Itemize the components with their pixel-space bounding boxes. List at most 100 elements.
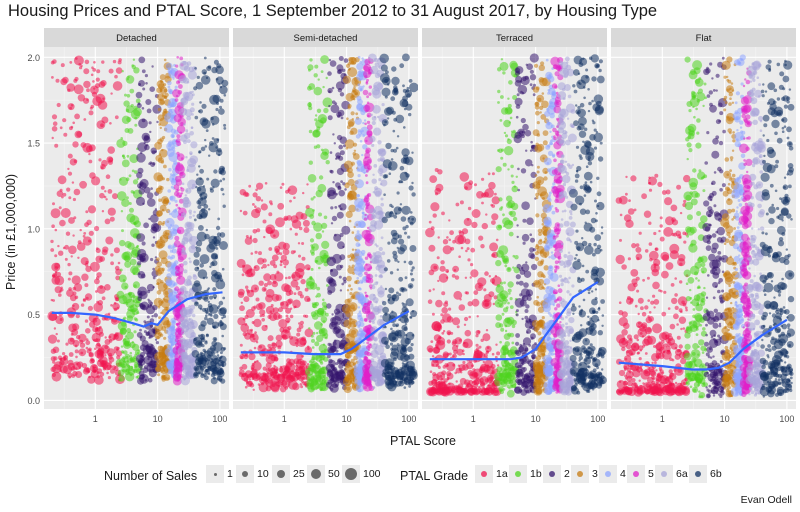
data-point xyxy=(508,231,514,237)
data-point xyxy=(154,338,158,341)
data-point xyxy=(378,178,382,182)
data-point xyxy=(377,65,381,68)
data-point xyxy=(188,209,192,214)
data-point xyxy=(408,381,411,385)
data-point xyxy=(524,385,532,394)
data-point xyxy=(283,373,287,377)
data-point xyxy=(330,104,340,114)
data-point xyxy=(518,379,522,384)
data-point xyxy=(442,239,449,245)
y-tick-label: 1.0 xyxy=(27,224,40,234)
data-point xyxy=(372,252,376,256)
data-point xyxy=(164,290,169,296)
data-point xyxy=(535,213,540,218)
data-point xyxy=(542,167,549,174)
data-point xyxy=(167,268,171,272)
data-point xyxy=(218,108,225,115)
data-point xyxy=(446,372,454,380)
data-point xyxy=(328,278,337,287)
data-point xyxy=(85,260,89,265)
data-point xyxy=(312,367,315,370)
data-point xyxy=(395,324,398,328)
data-point xyxy=(388,287,395,294)
data-point xyxy=(248,378,252,381)
data-point xyxy=(172,334,176,338)
data-point xyxy=(399,63,405,69)
data-point xyxy=(101,210,105,213)
data-point xyxy=(530,377,535,382)
data-point xyxy=(152,236,156,239)
data-point xyxy=(212,367,215,371)
data-point xyxy=(183,269,188,274)
data-point xyxy=(542,345,547,349)
data-point xyxy=(189,131,194,136)
data-point xyxy=(446,339,451,344)
data-point xyxy=(464,276,468,279)
data-point xyxy=(347,171,354,178)
data-point xyxy=(432,213,437,218)
data-point xyxy=(157,363,160,367)
data-point xyxy=(263,283,268,287)
data-point xyxy=(177,245,180,248)
x-tick-label: 1 xyxy=(282,414,287,424)
data-point xyxy=(125,363,129,367)
data-point xyxy=(545,144,551,150)
data-point xyxy=(193,372,199,379)
data-point xyxy=(494,192,497,196)
data-point xyxy=(336,69,342,75)
data-point xyxy=(442,351,449,358)
data-point xyxy=(164,217,175,228)
data-point xyxy=(522,77,527,82)
data-point xyxy=(279,252,283,256)
data-point xyxy=(209,141,214,146)
data-point xyxy=(533,83,536,87)
data-point xyxy=(148,336,151,339)
data-point xyxy=(89,261,100,272)
data-point xyxy=(397,234,402,239)
data-point xyxy=(182,174,186,178)
data-point xyxy=(265,305,275,315)
data-point xyxy=(497,149,500,152)
data-point xyxy=(215,65,224,75)
data-point xyxy=(364,122,367,126)
data-point xyxy=(205,340,208,343)
data-point xyxy=(189,155,199,164)
data-point xyxy=(395,146,399,150)
data-point xyxy=(390,158,394,161)
data-point xyxy=(271,293,280,302)
data-point xyxy=(323,107,329,114)
data-point xyxy=(318,359,323,363)
data-point xyxy=(337,88,343,93)
data-point xyxy=(340,116,344,120)
data-point xyxy=(251,306,256,311)
data-point xyxy=(525,261,528,264)
data-point xyxy=(69,106,72,110)
data-point xyxy=(269,273,277,281)
data-point xyxy=(434,192,439,196)
data-point xyxy=(540,61,545,66)
data-point xyxy=(444,389,450,395)
data-point xyxy=(514,97,523,106)
data-point xyxy=(541,223,545,226)
data-point xyxy=(530,171,537,178)
data-point xyxy=(218,378,223,382)
data-point xyxy=(524,129,532,137)
data-point xyxy=(481,177,485,181)
data-point xyxy=(184,132,191,139)
data-point xyxy=(294,342,298,345)
data-point xyxy=(353,98,356,101)
data-point xyxy=(342,276,347,282)
data-point xyxy=(128,292,132,296)
data-point xyxy=(339,289,343,292)
data-point xyxy=(507,103,512,108)
data-point xyxy=(428,347,433,353)
data-point xyxy=(50,248,55,252)
data-point xyxy=(430,202,440,212)
data-point xyxy=(358,310,362,313)
data-point xyxy=(152,276,156,280)
data-point xyxy=(499,340,502,344)
data-point xyxy=(325,160,330,165)
data-point xyxy=(323,253,327,256)
data-point xyxy=(161,148,164,152)
data-point xyxy=(395,114,405,124)
